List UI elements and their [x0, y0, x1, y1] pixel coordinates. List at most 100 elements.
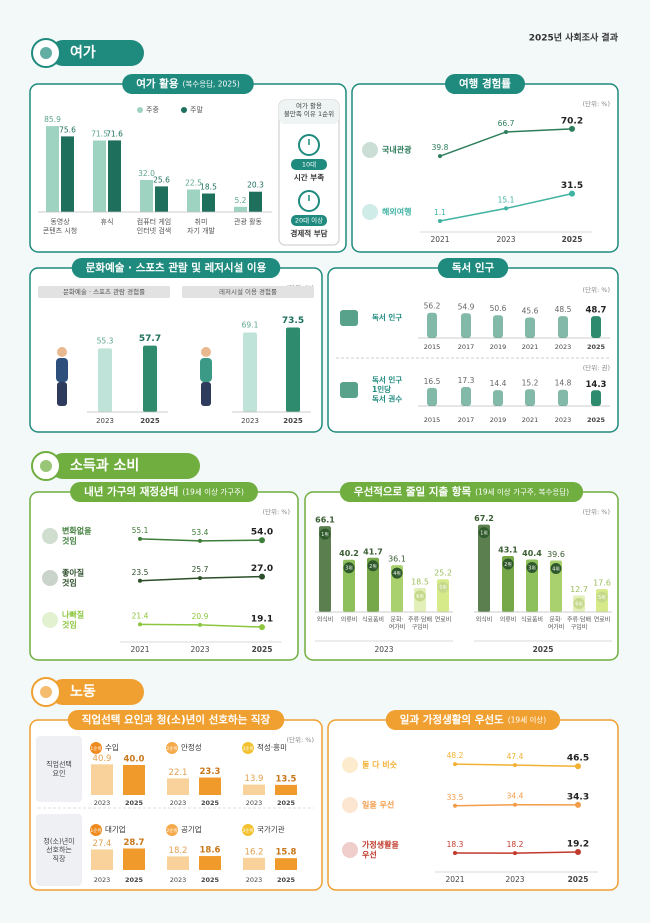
value-label: 48.7 — [586, 306, 607, 316]
panel-title-tab — [67, 710, 285, 730]
rank-label: 3순위 — [242, 745, 253, 752]
bar — [108, 140, 121, 212]
point — [453, 851, 457, 856]
x-label: 2021 — [430, 235, 449, 244]
bar — [502, 555, 514, 612]
series-name: 가정생활을 — [362, 840, 399, 850]
rank-label: 1순위 — [90, 827, 101, 834]
value-label: 18.2 — [169, 846, 188, 856]
value-label: 43.1 — [498, 545, 518, 554]
category-label: 컴퓨터 게임 — [137, 217, 171, 226]
bar — [202, 193, 215, 212]
x-label: 2015 — [424, 416, 441, 424]
series-icon — [42, 528, 58, 544]
bar — [167, 856, 189, 870]
value-label: 48.2 — [447, 751, 464, 760]
x-label: 2025 — [277, 799, 296, 807]
value-label: 13.5 — [276, 774, 297, 784]
unit: (단위: 권) — [583, 363, 610, 372]
point — [575, 801, 581, 808]
item-name: 대기업 — [105, 825, 126, 834]
x-label: 2023 — [505, 875, 524, 884]
bar — [91, 849, 113, 870]
rank-badge — [414, 590, 426, 602]
rank-badge — [596, 591, 608, 603]
panel-title-tab — [70, 482, 258, 502]
bar — [461, 313, 471, 338]
series-name: 나빠질 — [62, 610, 84, 620]
category-label: 여가비 — [548, 623, 565, 631]
panel-title-tab — [122, 74, 254, 94]
point — [438, 219, 442, 224]
value-label: 53.4 — [192, 528, 209, 537]
x-label: 2023 — [496, 235, 515, 244]
point — [504, 129, 508, 134]
bar — [140, 180, 153, 212]
panel-subtitle: (19세 이상 가구주) — [182, 487, 244, 497]
block-label: 직장 — [53, 854, 66, 863]
point — [259, 537, 265, 544]
x-label: 2025 — [568, 875, 589, 884]
bar — [493, 315, 503, 338]
point — [259, 624, 265, 631]
rank-label: 2위 — [369, 563, 376, 570]
point — [453, 803, 457, 808]
x-label: 2023 — [246, 799, 263, 807]
series-name: 해외여행 — [382, 207, 411, 217]
category-label: 연료비 — [435, 616, 452, 624]
bar — [275, 784, 297, 795]
section-title: 여가 — [70, 44, 96, 61]
row-label: 독서 인구 — [372, 375, 402, 385]
section-icon-detail — [40, 686, 52, 698]
point — [138, 622, 142, 627]
row-label: 독서 권수 — [372, 393, 402, 403]
series-name: 국내관광 — [382, 145, 412, 155]
rank-label: 3순위 — [242, 827, 253, 834]
bar — [249, 191, 262, 212]
x-label: 2021 — [130, 645, 149, 654]
x-label: 2023 — [190, 645, 209, 654]
series-name: 변화없을 — [62, 526, 92, 536]
panel-title: 여가 활용 — [136, 77, 179, 90]
bar — [558, 389, 568, 406]
rank-badge — [478, 527, 490, 539]
panel-title: 일과 가정생활의 우선도 — [400, 713, 504, 726]
value-label: 25.2 — [434, 569, 452, 578]
x-label: 2017 — [458, 343, 475, 351]
point — [198, 576, 202, 581]
value-label: 18.5 — [200, 183, 217, 192]
value-label: 55.3 — [97, 336, 114, 345]
rank-label: 3위 — [345, 565, 352, 572]
x-label: 2015 — [424, 343, 441, 351]
rank-badge — [90, 824, 102, 836]
item-name: 국가기관 — [257, 824, 285, 834]
value-label: 39.6 — [547, 550, 565, 559]
value-label: 71.5 — [91, 130, 108, 139]
rank-label: 2위 — [504, 561, 511, 568]
category-label: 의류비 — [500, 616, 517, 624]
rank-badge — [343, 562, 355, 574]
x-label: 2021 — [445, 875, 464, 884]
section-pill — [50, 40, 144, 66]
value-label: 17.3 — [458, 376, 475, 385]
note-reason: 시간 부족 — [294, 172, 324, 182]
category-label: 관광 활동 — [234, 217, 263, 226]
x-label: 2023 — [555, 416, 572, 424]
x-label: 2023 — [94, 799, 111, 807]
category-label: 인터넷 검색 — [137, 226, 171, 235]
unit: (단위: %) — [287, 735, 314, 744]
unit: (단위: %) — [583, 285, 610, 294]
note-title: 불만족 이유 1순위 — [284, 109, 334, 118]
point — [575, 848, 581, 855]
figure-legs — [201, 382, 211, 406]
value-label: 56.2 — [424, 302, 441, 311]
panel-title: 내년 가구의 재정상태 — [84, 485, 178, 498]
panel-subtitle: (복수응답, 2025) — [182, 79, 239, 89]
x-label: 2023 — [246, 876, 263, 884]
x-label: 2019 — [490, 416, 507, 424]
series-name: 좋아질 — [62, 568, 84, 578]
series-icon — [362, 204, 378, 220]
series-name: 것임 — [62, 578, 77, 588]
x-label: 2025 — [562, 235, 583, 244]
